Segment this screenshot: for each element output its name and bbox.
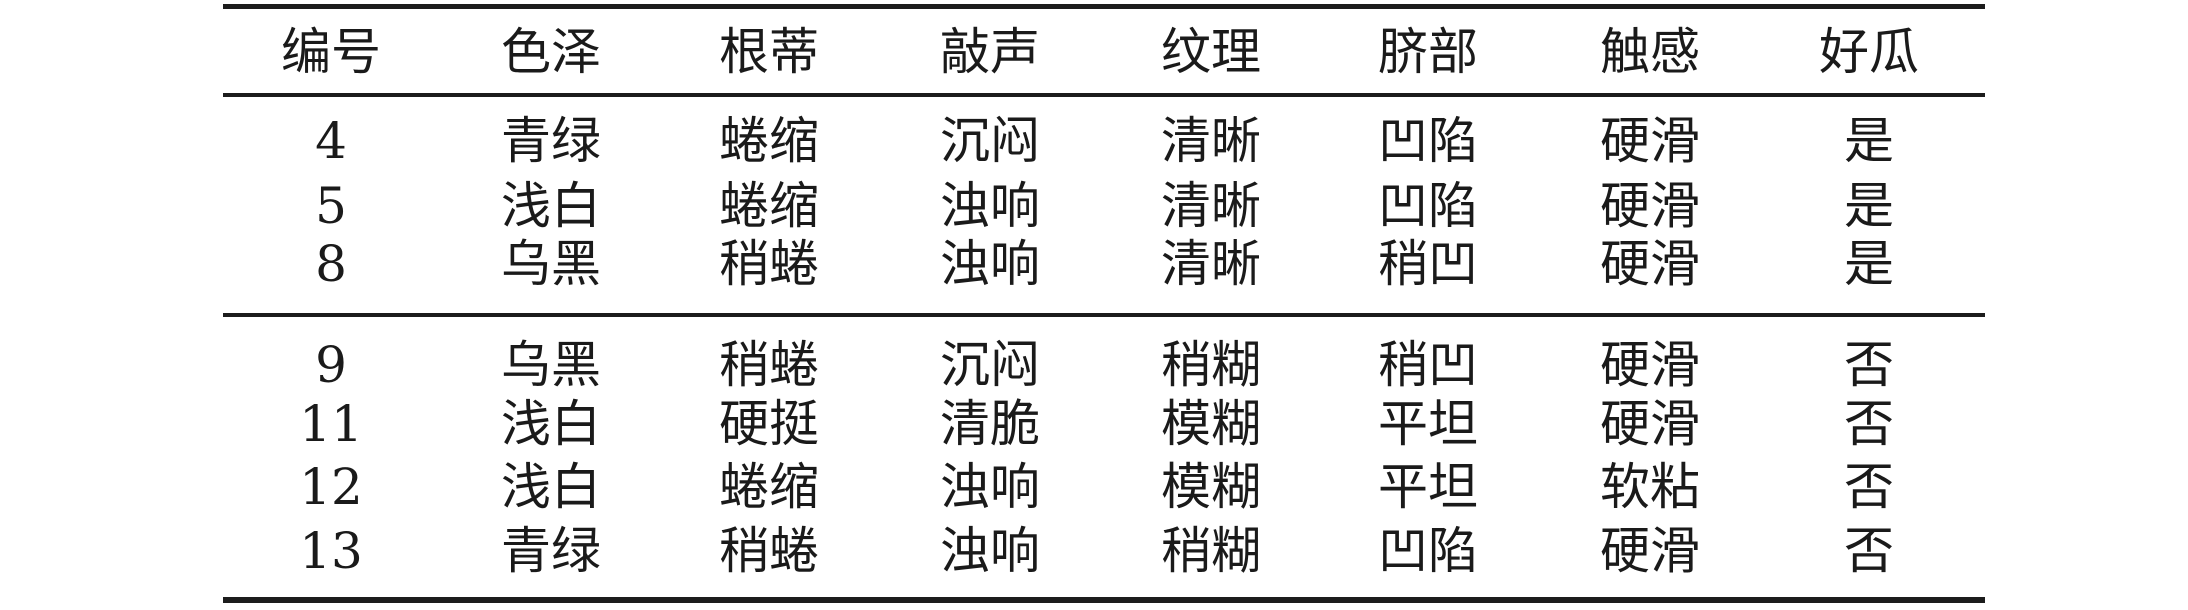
table-cell: 5 [315,177,347,235]
table-cell: 平坦 [1378,395,1478,453]
table-cell: 稍凹 [1378,235,1478,293]
column-header: 编号 [281,23,381,81]
table-cell: 硬滑 [1600,395,1700,453]
table-cell: 稍蜷 [719,522,819,580]
table-cell: 沉闷 [940,112,1040,170]
table-row: 12 浅白 蜷缩 浊响 模糊 平坦 软粘 否 [0,457,2188,517]
table-row: 4 青绿 蜷缩 沉闷 清晰 凹陷 硬滑 是 [0,111,2188,171]
column-header: 纹理 [1161,23,1261,81]
table-row: 9 乌黑 稍蜷 沉闷 稍糊 稍凹 硬滑 否 [0,335,2188,395]
table-cell: 清晰 [1161,112,1261,170]
table-cell: 清晰 [1161,177,1261,235]
column-header: 好瓜 [1819,23,1919,81]
table-cell: 4 [315,112,347,170]
table-cell: 模糊 [1161,458,1261,516]
table-cell: 稍凹 [1378,336,1478,394]
top-rule [223,4,1985,9]
table-cell: 11 [299,395,363,453]
table-cell: 是 [1844,177,1894,235]
header-rule [223,93,1985,97]
table-cell: 稍蜷 [719,235,819,293]
table-cell: 硬挺 [719,395,819,453]
column-header: 触感 [1600,23,1700,81]
table-row: 5 浅白 蜷缩 浊响 清晰 凹陷 硬滑 是 [0,176,2188,236]
table-cell: 青绿 [501,112,601,170]
table-cell: 乌黑 [501,336,601,394]
column-header: 敲声 [940,23,1040,81]
table-cell: 浊响 [940,458,1040,516]
table-cell: 清脆 [940,395,1040,453]
table-cell: 模糊 [1161,395,1261,453]
table-cell: 软粘 [1600,458,1700,516]
table-cell: 8 [315,235,347,293]
table-cell: 9 [315,336,347,394]
table-cell: 浊响 [940,177,1040,235]
table-cell: 稍糊 [1161,336,1261,394]
table-cell: 否 [1844,336,1894,394]
table-cell: 硬滑 [1600,336,1700,394]
table-cell: 浅白 [501,395,601,453]
table-cell: 蜷缩 [719,177,819,235]
table-cell: 凹陷 [1378,177,1478,235]
column-header: 色泽 [501,23,601,81]
header-row: 编号 色泽 根蒂 敲声 纹理 脐部 触感 好瓜 [0,22,2188,82]
table-cell: 是 [1844,235,1894,293]
table-cell: 浊响 [940,235,1040,293]
table-cell: 稍糊 [1161,522,1261,580]
table-cell: 凹陷 [1378,112,1478,170]
table-row: 11 浅白 硬挺 清脆 模糊 平坦 硬滑 否 [0,394,2188,454]
table-cell: 平坦 [1378,458,1478,516]
table-cell: 沉闷 [940,336,1040,394]
table-cell: 蜷缩 [719,458,819,516]
table-cell: 12 [299,458,363,516]
table-cell: 硬滑 [1600,522,1700,580]
table-cell: 否 [1844,395,1894,453]
table-cell: 浅白 [501,177,601,235]
bottom-rule [223,597,1985,603]
table-row: 8 乌黑 稍蜷 浊响 清晰 稍凹 硬滑 是 [0,234,2188,294]
table-cell: 13 [299,522,363,580]
table-row: 13 青绿 稍蜷 浊响 稍糊 凹陷 硬滑 否 [0,521,2188,581]
column-header: 根蒂 [719,23,819,81]
table-cell: 乌黑 [501,235,601,293]
table-cell: 凹陷 [1378,522,1478,580]
table-cell: 清晰 [1161,235,1261,293]
group-separator-rule [223,313,1985,317]
table-cell: 硬滑 [1600,177,1700,235]
table-cell: 蜷缩 [719,112,819,170]
table-cell: 稍蜷 [719,336,819,394]
table-cell: 硬滑 [1600,112,1700,170]
column-header: 脐部 [1378,23,1478,81]
table-cell: 浅白 [501,458,601,516]
table-cell: 硬滑 [1600,235,1700,293]
table-cell: 否 [1844,522,1894,580]
table-cell: 浊响 [940,522,1040,580]
table-cell: 是 [1844,112,1894,170]
table-cell: 青绿 [501,522,601,580]
table-cell: 否 [1844,458,1894,516]
